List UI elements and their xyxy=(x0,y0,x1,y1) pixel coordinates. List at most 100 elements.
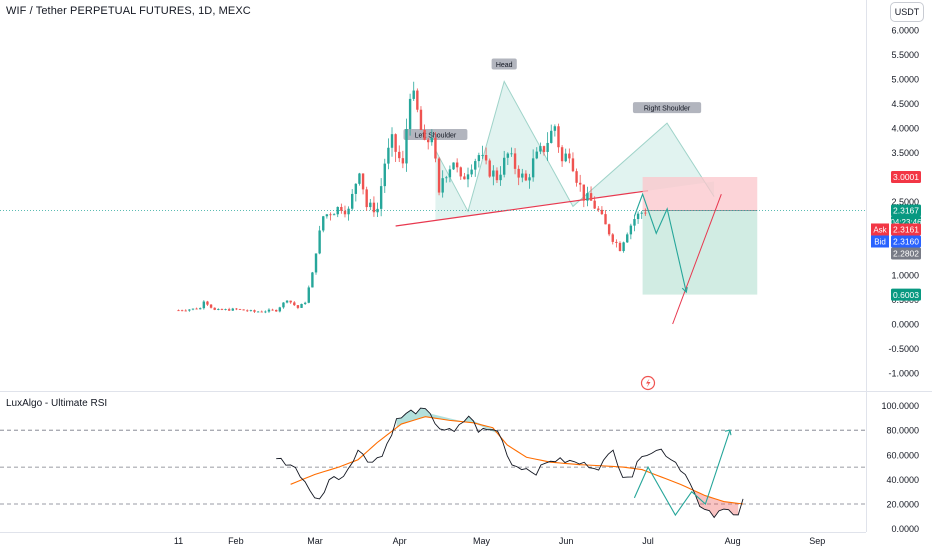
rsi-overbought-fill xyxy=(396,408,498,434)
bid-price-label: 2.3160 xyxy=(893,237,919,247)
candle-body xyxy=(199,308,202,310)
time-tick-label: Aug xyxy=(725,536,741,546)
rsi-line xyxy=(276,407,744,519)
candle-body xyxy=(492,170,495,177)
candle-body xyxy=(379,186,383,209)
candle-body xyxy=(521,173,524,178)
price-axis: 6.0000 5.5000 5.0000 4.5000 4.0000 3.5000 2.50… xyxy=(888,26,919,379)
price-tick-label: 2.5000 xyxy=(891,197,919,207)
candle-body xyxy=(293,302,296,306)
time-tick-label: Mar xyxy=(307,536,323,546)
candle-body xyxy=(285,300,289,303)
candle-body xyxy=(474,161,477,170)
candle-body xyxy=(332,214,336,216)
candle-body xyxy=(376,208,379,213)
candle-body xyxy=(546,142,549,152)
candle-body xyxy=(311,272,314,288)
candle-body xyxy=(510,153,513,155)
candle-body xyxy=(550,130,553,143)
candlestick-series xyxy=(177,81,647,314)
rsi-tick-label: 20.0000 xyxy=(886,500,919,510)
candle-body xyxy=(564,153,567,162)
candle-body xyxy=(303,302,307,304)
stop-price-label-bg xyxy=(891,170,921,183)
candle-body xyxy=(542,146,546,152)
candle-body xyxy=(271,309,274,311)
bid-price-label-bg xyxy=(891,235,921,248)
candle-body xyxy=(589,193,593,201)
candle-body xyxy=(626,234,629,243)
candle-body xyxy=(517,168,520,178)
candle-body xyxy=(593,200,596,209)
candle-body xyxy=(445,177,448,179)
time-tick-label: Feb xyxy=(228,536,244,546)
candle-body xyxy=(644,212,647,214)
short-position-tool[interactable] xyxy=(0,176,866,295)
target-price-label-bg xyxy=(891,288,921,301)
candle-body xyxy=(398,151,401,159)
candle-body xyxy=(437,158,441,193)
candle-body xyxy=(615,241,618,243)
candle-body xyxy=(560,147,564,162)
candle-body xyxy=(336,206,339,215)
pattern-outline xyxy=(434,80,715,213)
rsi-oversold-fill xyxy=(694,490,739,518)
candle-body xyxy=(448,169,452,178)
candle-body xyxy=(354,183,358,194)
candle-body xyxy=(441,178,444,193)
candle-body xyxy=(325,214,329,217)
price-tick-label: 5.0000 xyxy=(891,75,919,85)
candle-body xyxy=(622,242,625,252)
candle-body xyxy=(477,155,481,162)
candle-body xyxy=(578,182,582,185)
candle-body xyxy=(267,309,271,312)
price-tick-label: 4.0000 xyxy=(891,124,919,134)
candle-body xyxy=(289,300,292,303)
rsi-tick-label: 80.0000 xyxy=(886,426,919,436)
indicator-title: LuxAlgo - Ultimate RSI xyxy=(6,398,108,409)
ask-price-label: 2.3161 xyxy=(893,225,919,235)
target-price-label: 0.6003 xyxy=(893,290,919,300)
candle-body xyxy=(535,151,538,159)
ask-price-label-bg xyxy=(891,223,921,236)
forecast-path xyxy=(633,192,687,293)
candle-body xyxy=(586,193,589,201)
candle-body xyxy=(264,311,267,313)
candle-body xyxy=(618,242,622,252)
rsi-tick-label: 0.0000 xyxy=(891,524,919,534)
candle-body xyxy=(423,129,426,140)
time-tick-label: Jul xyxy=(642,536,654,546)
candle-body xyxy=(455,162,459,168)
candle-body xyxy=(452,162,455,170)
candle-body xyxy=(369,202,372,208)
candle-body xyxy=(372,202,376,213)
candle-body xyxy=(582,184,586,201)
candle-body xyxy=(260,311,263,313)
candle-body xyxy=(220,308,224,310)
candle-body xyxy=(358,173,361,184)
candle-body xyxy=(361,173,365,190)
candle-body xyxy=(597,208,600,210)
price-tick-label: -0.5000 xyxy=(888,344,919,354)
rsi-tick-label: 100.0000 xyxy=(881,401,919,411)
projection-line xyxy=(672,193,722,325)
candle-body xyxy=(383,163,386,187)
ask-tag-bg xyxy=(871,223,889,236)
candle-body xyxy=(408,98,412,130)
candle-body xyxy=(557,126,560,148)
rsi-tick-label: 60.0000 xyxy=(886,450,919,460)
candle-body xyxy=(206,301,209,305)
candle-body xyxy=(227,309,231,311)
alert-icon[interactable] xyxy=(640,375,656,391)
price-tick-label: 4.5000 xyxy=(891,99,919,109)
candle-body xyxy=(209,304,213,308)
candle-body xyxy=(553,126,557,131)
candle-body xyxy=(387,147,390,164)
candle-body xyxy=(629,225,633,235)
candle-body xyxy=(231,308,234,311)
currency-button[interactable]: USDT xyxy=(890,2,924,22)
candle-body xyxy=(405,129,408,164)
rsi-forecast-path xyxy=(633,430,731,517)
candle-body xyxy=(636,213,640,220)
